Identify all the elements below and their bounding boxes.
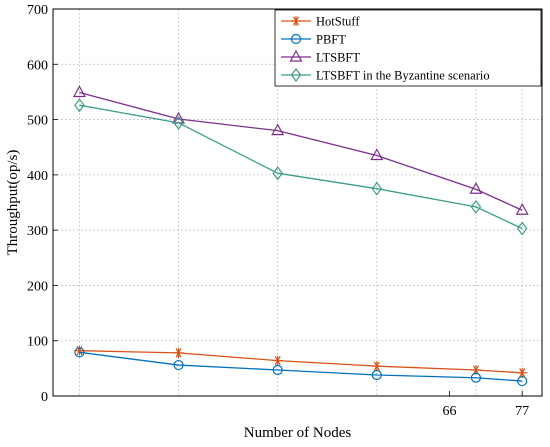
tick-labels: 0 100 200 300 400 500 600 700 66 77 [27, 3, 529, 419]
diamond-marker [371, 181, 383, 196]
circle-marker [371, 369, 382, 381]
series-2 [74, 347, 528, 387]
diamond-marker [290, 68, 302, 82]
circle-marker [173, 359, 184, 371]
y-tick-label: 400 [27, 169, 48, 184]
data-point [272, 355, 283, 366]
x-tick-label: 77 [515, 404, 529, 419]
data-point [271, 123, 285, 136]
y-tick-label: 100 [27, 335, 48, 350]
x-axis-label: Number of Nodes [244, 425, 352, 441]
circle-marker [74, 347, 85, 358]
y-tick-label: 700 [27, 3, 48, 18]
data-point [173, 359, 184, 371]
triangle-marker [370, 148, 384, 161]
series-lines [72, 85, 529, 387]
data-point [173, 115, 184, 130]
data-point [272, 166, 283, 181]
circle-marker [272, 364, 283, 376]
asterisk-marker [371, 361, 382, 372]
y-tick-label: 500 [27, 114, 48, 129]
series-line [79, 91, 523, 211]
data-point [470, 372, 482, 383]
diamond-marker [516, 221, 528, 236]
data-point [74, 347, 85, 358]
legend-label: LTSBFT in the Byzantine scenario [316, 69, 490, 83]
y-axis-label: Throughput(op/s) [5, 150, 21, 256]
legend-item-1: HotStuff [281, 15, 360, 29]
data-point [371, 369, 382, 381]
circle-marker [470, 372, 482, 383]
asterisk-marker [173, 347, 184, 358]
y-tick-label: 200 [27, 279, 48, 294]
legend-label: LTSBFT [316, 51, 360, 65]
data-point [470, 199, 482, 214]
legend-box [274, 9, 542, 87]
data-point [74, 98, 85, 113]
series-line [79, 351, 523, 382]
data-point [370, 148, 384, 161]
diamond-marker [272, 166, 283, 181]
data-point [470, 365, 481, 376]
series-1 [74, 345, 528, 378]
data-point [371, 361, 382, 372]
y-tick-label: 600 [27, 58, 48, 73]
data-point [469, 181, 483, 194]
series-line [79, 104, 523, 230]
data-point [371, 181, 383, 196]
data-point [517, 375, 528, 387]
asterisk-marker [272, 355, 283, 366]
triangle-marker [271, 123, 285, 136]
asterisk-marker [470, 365, 481, 376]
circle-marker [517, 375, 528, 387]
legend-item-3: LTSBFT [281, 49, 360, 65]
data-point [173, 347, 184, 358]
plot-frame [52, 8, 543, 397]
asterisk-marker [291, 16, 301, 26]
data-point [72, 85, 86, 98]
data-point [515, 202, 529, 215]
legend-item-4: LTSBFT in the Byzantine scenario [281, 68, 490, 83]
triangle-marker [289, 49, 303, 62]
triangle-marker [469, 181, 483, 194]
series-4 [74, 98, 528, 236]
diamond-marker [74, 98, 85, 113]
legend: HotStuff PBFT LTSBFT LTSBFT in the Byzantin… [274, 9, 542, 87]
y-tick-label: 300 [27, 224, 48, 239]
series-3 [72, 85, 529, 215]
x-tick-label: 66 [442, 404, 456, 419]
legend-label: PBFT [316, 33, 346, 47]
diamond-marker [470, 199, 482, 214]
triangle-marker [515, 202, 529, 215]
legend-label: HotStuff [316, 15, 360, 29]
legend-item-2: PBFT [281, 33, 346, 47]
circle-marker [290, 33, 302, 45]
y-tick-label: 0 [41, 390, 48, 405]
diamond-marker [173, 115, 184, 130]
triangle-marker [72, 85, 86, 98]
data-point [516, 221, 528, 236]
data-point [272, 364, 283, 376]
series-line [79, 350, 523, 374]
